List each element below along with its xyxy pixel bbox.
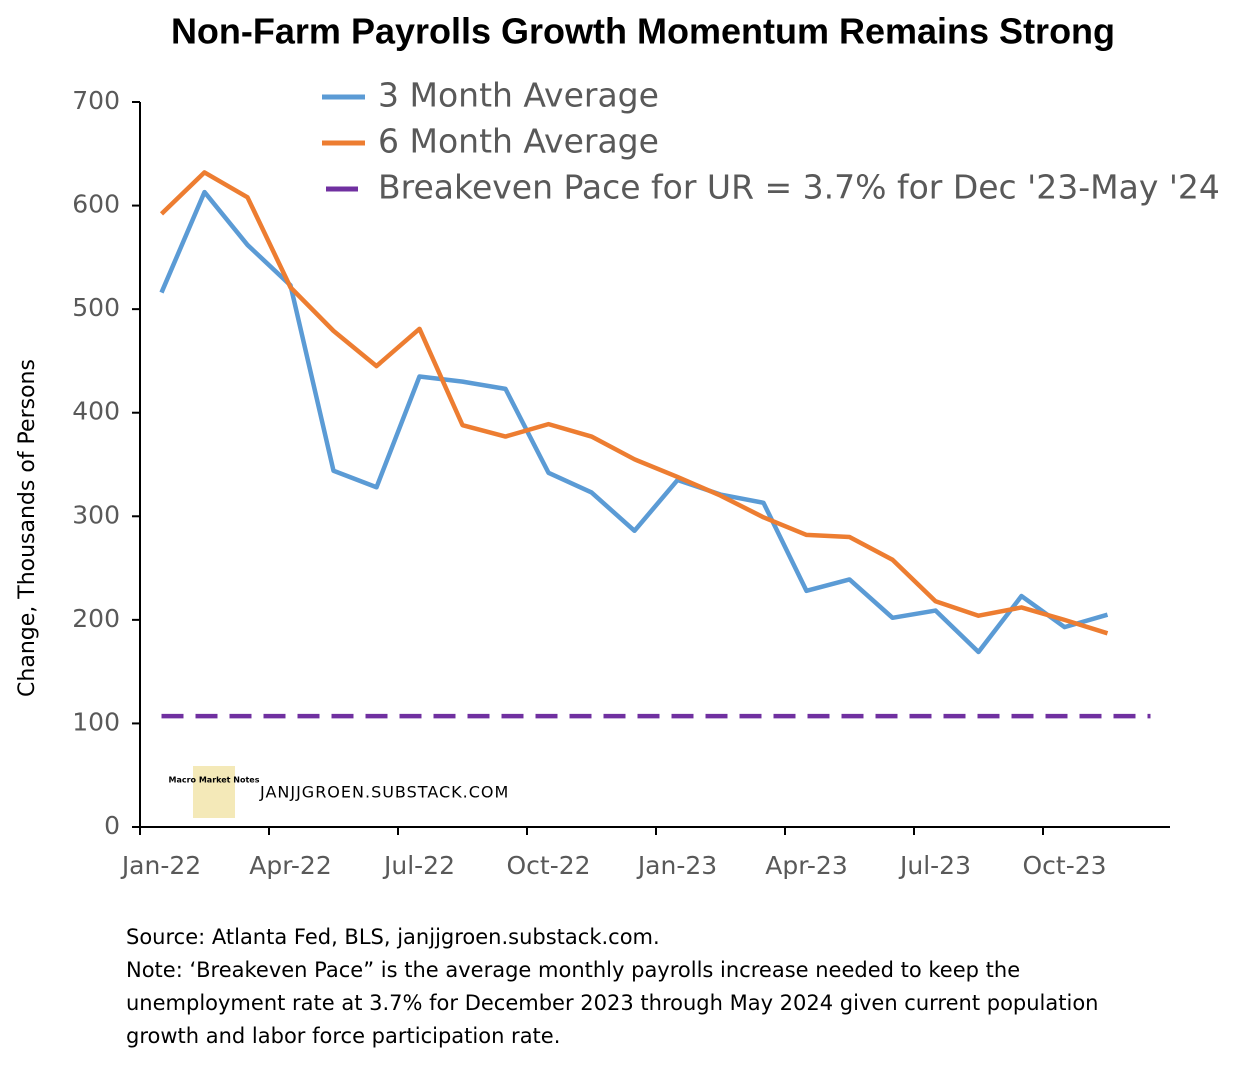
x-tick-label: Jul-23 (898, 851, 971, 880)
footnote: unemployment rate at 3.7% for December 2… (126, 991, 1098, 1015)
x-tick-label: Oct-22 (506, 851, 590, 880)
y-axis-label: Change, Thousands of Persons (15, 359, 40, 697)
y-tick-label: 200 (72, 604, 120, 633)
x-tick-label: Apr-23 (765, 851, 847, 880)
y-tick-label: 100 (72, 707, 120, 736)
y-tick-label: 0 (104, 811, 120, 840)
x-tick-label: Apr-22 (249, 851, 331, 880)
y-tick-label: 500 (72, 293, 120, 322)
series-line (159, 170, 1109, 636)
y-tick-label: 300 (72, 500, 120, 529)
series-line (159, 189, 1109, 655)
y-tick-label: 600 (72, 190, 120, 219)
x-tick-label: Jul-22 (382, 851, 455, 880)
footnote: Source: Atlanta Fed, BLS, janjjgroen.sub… (126, 925, 660, 949)
logo-text: Macro Market Notes (169, 776, 260, 785)
legend-label: Breakeven Pace for UR = 3.7% for Dec '23… (378, 168, 1220, 207)
chart-title: Non-Farm Payrolls Growth Momentum Remain… (171, 11, 1115, 52)
y-tick-label: 400 (72, 397, 120, 426)
x-tick-label: Jan-23 (636, 851, 717, 880)
watermark: JANJJGROEN.SUBSTACK.COM (259, 783, 509, 802)
legend-label: 6 Month Average (378, 122, 659, 161)
legend-label: 3 Month Average (378, 76, 659, 115)
x-tick-label: Jan-22 (120, 851, 201, 880)
footnote: growth and labor force participation rat… (126, 1024, 560, 1048)
logo (193, 766, 235, 818)
footnote: Note: ‘Breakeven Pace” is the average mo… (126, 958, 1020, 982)
x-tick-label: Oct-23 (1022, 851, 1106, 880)
y-tick-label: 700 (72, 86, 120, 115)
